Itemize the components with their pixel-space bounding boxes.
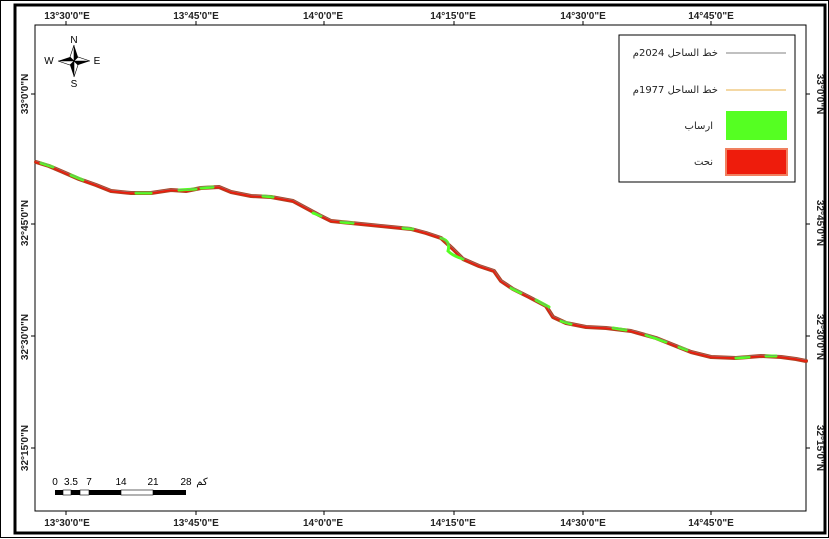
- left-lat-label-3: 32°30'0"N: [20, 314, 31, 360]
- right-lat-label-4: 32°15'0"N: [814, 425, 825, 471]
- legend-label-erosion: نحت: [694, 157, 713, 168]
- top-lon-label-4: 14°15'0"E: [430, 11, 476, 22]
- bottom-lon-label-1: 13°30'0"E: [44, 518, 90, 529]
- scalebar-tick-2: 7: [86, 477, 92, 488]
- left-latitude-ticks: [31, 93, 35, 449]
- bottom-lon-label-3: 14°0'0"E: [303, 518, 343, 529]
- scalebar-tick-1: 3.5: [64, 477, 78, 488]
- scalebar-tick-5: 28: [180, 477, 192, 488]
- top-lon-label-6: 14°45'0"E: [688, 11, 734, 22]
- legend-swatch-erosion: [725, 148, 788, 176]
- map-border: [34, 24, 807, 512]
- left-lat-label-1: 33°0'0"N: [20, 74, 31, 115]
- outer-border: [13, 3, 827, 535]
- top-lon-label-1: 13°30'0"E: [44, 11, 90, 22]
- right-lat-label-1: 33°0'0"N: [814, 74, 825, 115]
- scalebar-tick-3: 14: [115, 477, 127, 488]
- legend-label-coastline-1977: خط الساحل 1977م: [633, 85, 718, 96]
- top-lon-label-3: 14°0'0"E: [303, 11, 343, 22]
- scalebar: 0 3.5 7 14 21 28 كم: [52, 477, 208, 496]
- compass-icon: [57, 44, 91, 78]
- legend: خط الساحل 2024م خط الساحل 1977م ارساب نح…: [618, 34, 796, 183]
- top-longitude-ticks: [65, 21, 712, 25]
- scalebar-tick-4: 21: [147, 477, 159, 488]
- top-lon-label-2: 13°45'0"E: [173, 11, 219, 22]
- right-lat-label-3: 32°30'0"N: [814, 314, 825, 360]
- right-latitude-ticks: [806, 93, 810, 449]
- legend-swatch-accretion: [726, 111, 787, 140]
- bottom-lon-label-2: 13°45'0"E: [173, 518, 219, 529]
- coastline-2024-line: [35, 160, 807, 361]
- top-lon-label-5: 14°30'0"E: [560, 11, 606, 22]
- scalebar-unit: كم: [196, 477, 208, 488]
- legend-label-accretion: ارساب: [685, 121, 713, 132]
- bottom-lon-label-6: 14°45'0"E: [688, 518, 734, 529]
- right-lat-label-2: 32°45'0"N: [814, 200, 825, 246]
- bottom-lon-label-5: 14°30'0"E: [560, 518, 606, 529]
- scalebar-tick-0: 0: [52, 477, 58, 488]
- compass-south-label: S: [71, 79, 78, 90]
- compass-west-label: W: [44, 56, 54, 67]
- left-lat-label-4: 32°15'0"N: [20, 425, 31, 471]
- compass-east-label: E: [94, 56, 101, 67]
- legend-label-coastline-2024: خط الساحل 2024م: [633, 48, 718, 59]
- bottom-lon-label-4: 14°15'0"E: [430, 518, 476, 529]
- compass-north-label: N: [70, 35, 77, 46]
- left-lat-label-2: 32°45'0"N: [20, 200, 31, 246]
- bottom-longitude-ticks: [65, 511, 712, 515]
